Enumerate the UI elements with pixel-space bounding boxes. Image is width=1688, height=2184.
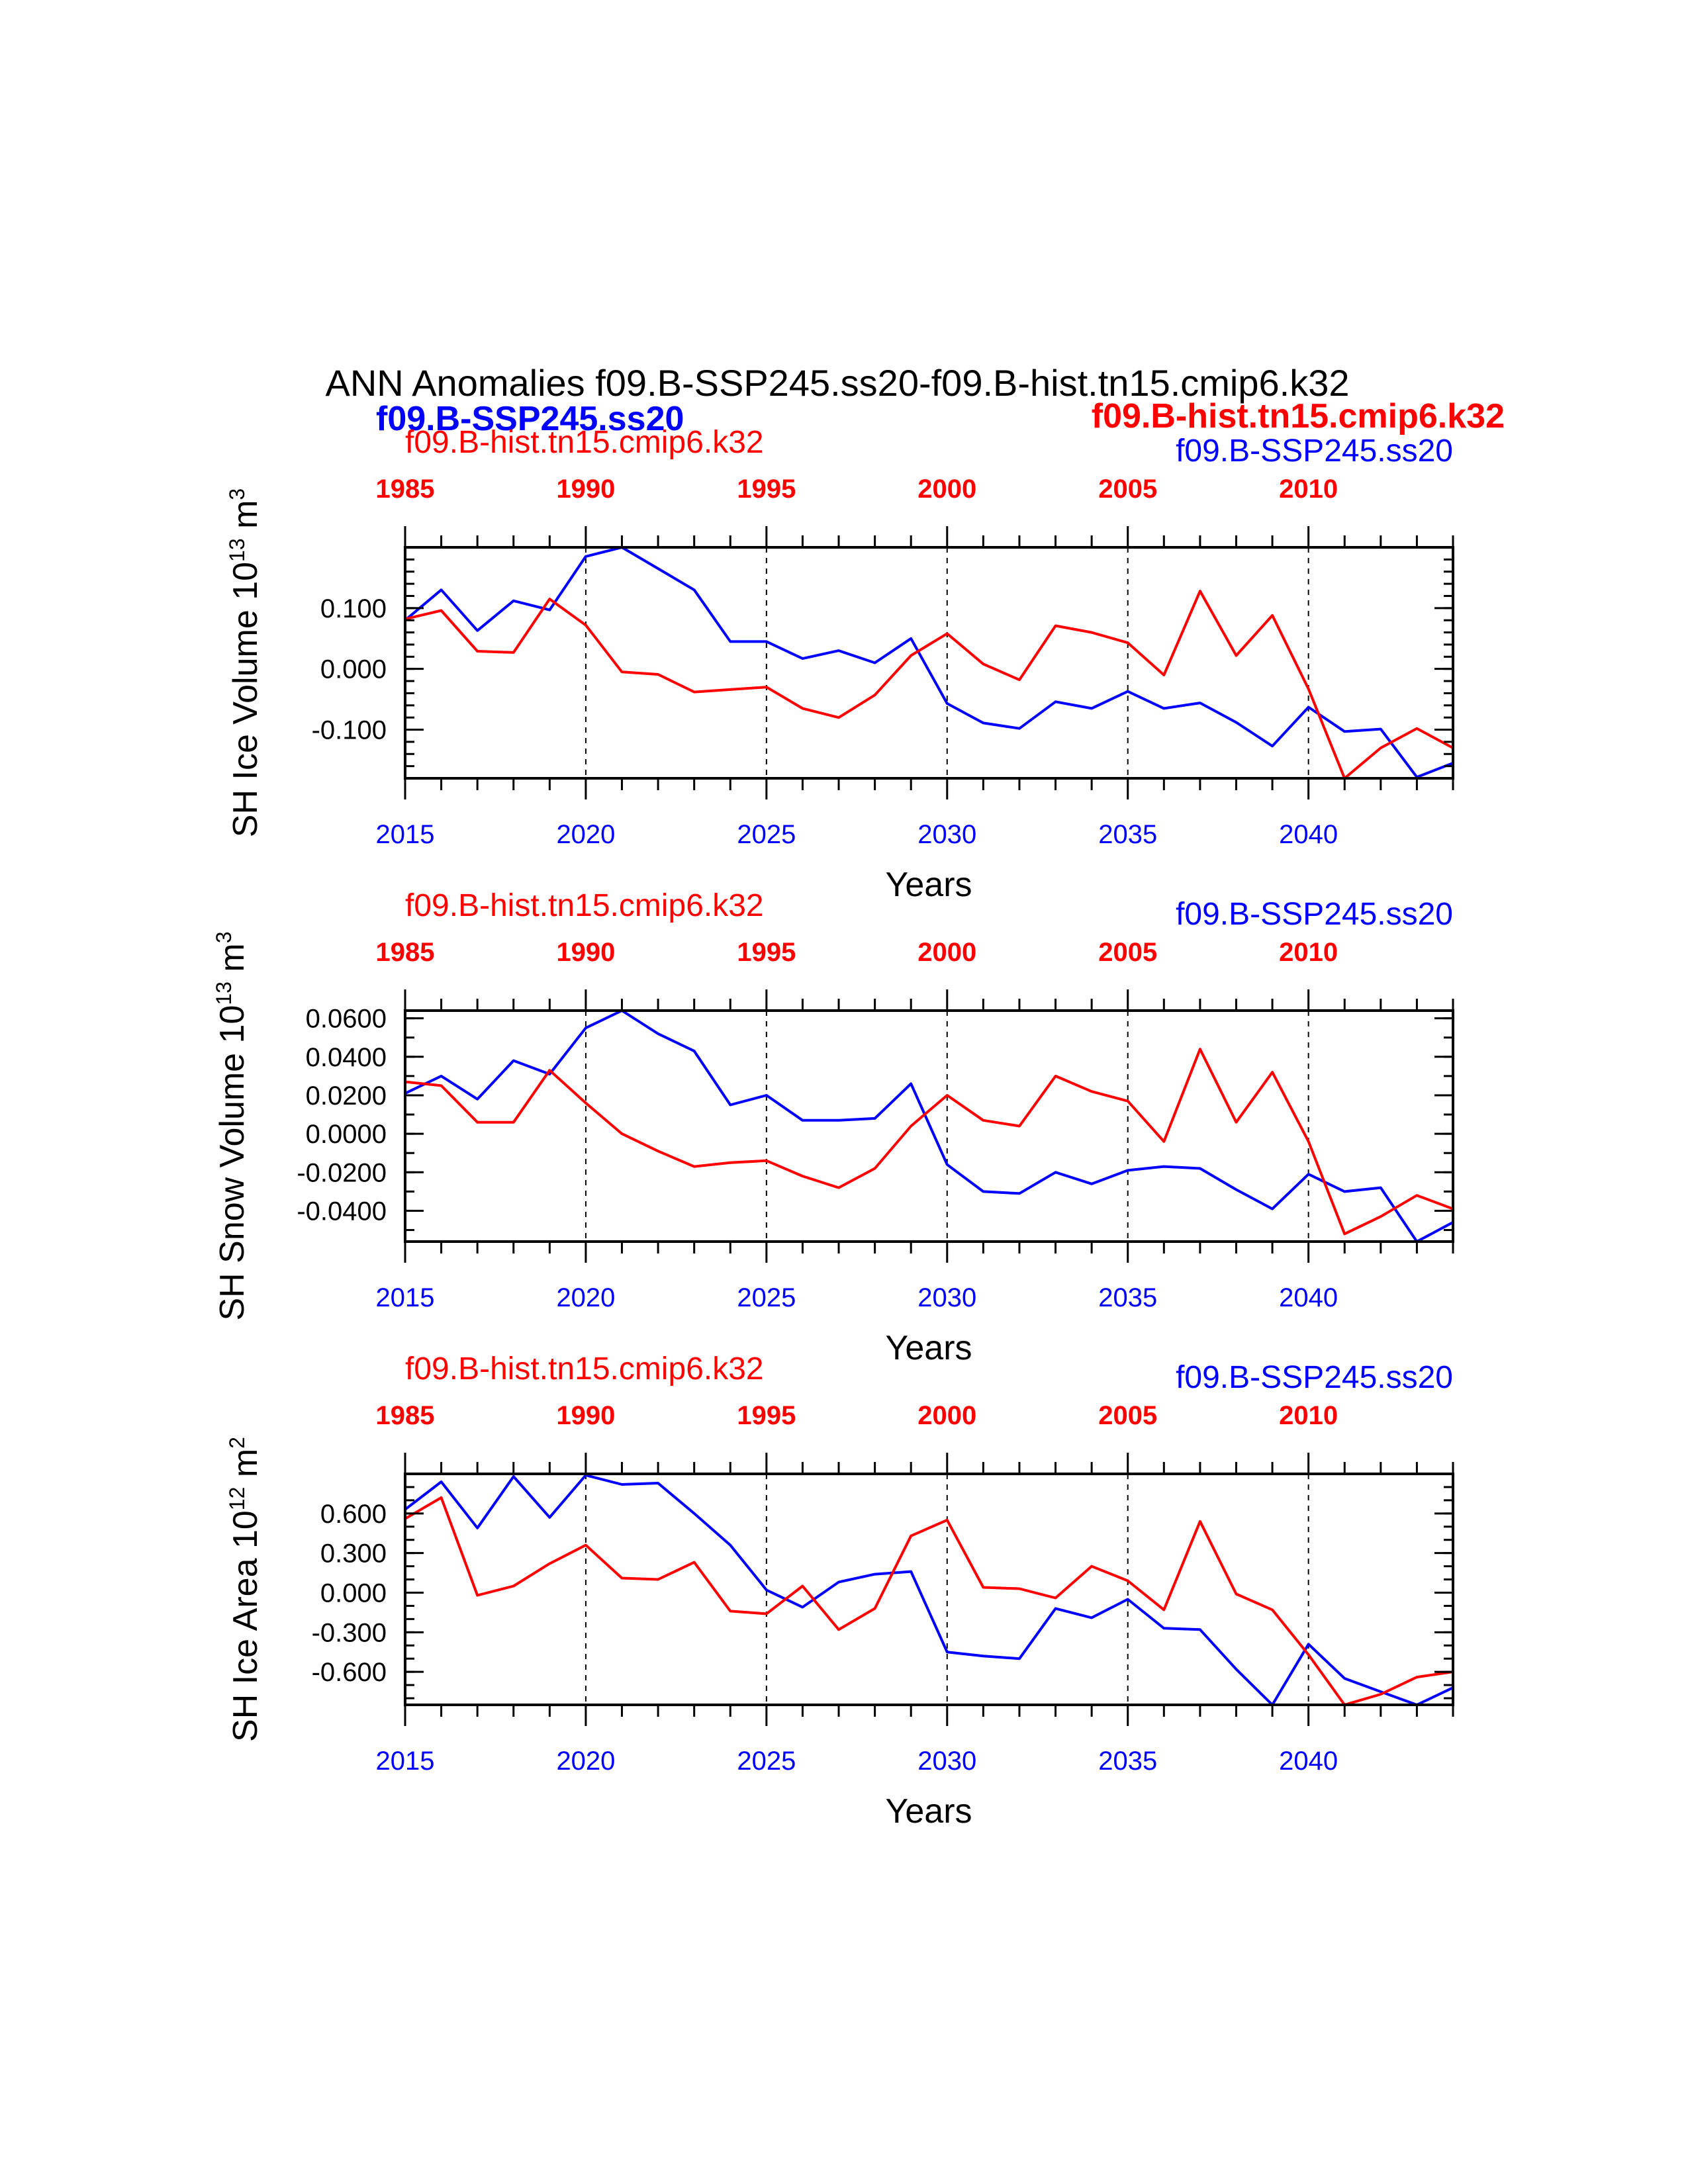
y-tick-label: -0.300 bbox=[312, 1618, 387, 1647]
x-tick-label: 2015 bbox=[376, 1283, 435, 1312]
x-tick-label: 2030 bbox=[917, 820, 976, 849]
y-tick-label: 0.0400 bbox=[306, 1043, 387, 1072]
y-tick-label: 0.600 bbox=[320, 1500, 387, 1529]
x-tick-label: 2015 bbox=[376, 820, 435, 849]
x-tick-label: 2040 bbox=[1279, 1747, 1338, 1776]
y-axis-title-ylabel-main: SH Ice Area 10 bbox=[226, 1510, 265, 1742]
x-tick-label: 2040 bbox=[1279, 1283, 1338, 1312]
series-line-ssp bbox=[404, 1474, 1454, 1706]
top-tick-label: 2005 bbox=[1098, 1401, 1157, 1430]
top-label-hist: f09.B-hist.tn15.cmip6.k32 bbox=[405, 1351, 764, 1387]
x-tick-label: 2035 bbox=[1098, 820, 1157, 849]
plot-frame bbox=[404, 1473, 1454, 1706]
x-tick-label: 2020 bbox=[556, 1283, 615, 1312]
series-line-hist bbox=[404, 1048, 1454, 1236]
chart-panel-1: f09.B-hist.tn15.cmip6.k32 f09.B-SSP245.ss… bbox=[225, 425, 1454, 904]
y-tick-label: 0.0600 bbox=[306, 1005, 387, 1034]
top-label-ssp: f09.B-SSP245.ss20 bbox=[1176, 433, 1453, 469]
top-tick-label: 2005 bbox=[1098, 475, 1157, 504]
series-line-ssp bbox=[404, 546, 1454, 779]
x-axis-title: Years bbox=[885, 1792, 972, 1831]
x-tick-label: 2035 bbox=[1098, 1747, 1157, 1776]
y-tick-label: -0.0200 bbox=[297, 1158, 387, 1187]
top-label-hist: f09.B-hist.tn15.cmip6.k32 bbox=[405, 888, 764, 923]
x-axis-title: Years bbox=[885, 1329, 972, 1367]
y-tick-label: 0.0200 bbox=[306, 1081, 387, 1111]
y-axis-title-ylabel-exp: 13 bbox=[225, 538, 249, 562]
y-tick-label: 0.300 bbox=[320, 1539, 387, 1569]
x-tick-label: 2015 bbox=[376, 1747, 435, 1776]
series-line-hist bbox=[404, 590, 1454, 780]
y-axis-title: SH Snow Volume 1013 m3 bbox=[212, 931, 252, 1320]
top-tick-label: 1990 bbox=[556, 475, 615, 504]
plot-frame bbox=[404, 1009, 1454, 1243]
chart-panel-2: f09.B-hist.tn15.cmip6.k32 f09.B-SSP245.ss… bbox=[212, 888, 1454, 1367]
y-axis-title-ylabel-main: SH Ice Volume 10 bbox=[226, 562, 265, 837]
top-tick-label: 1995 bbox=[737, 938, 796, 967]
y-axis-title-ylabel-exp: 13 bbox=[212, 981, 236, 1005]
top-tick-label: 1990 bbox=[556, 1401, 615, 1430]
chart-panel-3: f09.B-hist.tn15.cmip6.k32 f09.B-SSP245.ss… bbox=[225, 1351, 1454, 1831]
top-tick-label: 2000 bbox=[917, 1401, 976, 1430]
y-tick-label: -0.100 bbox=[312, 716, 387, 745]
x-tick-label: 2025 bbox=[737, 1283, 796, 1312]
y-tick-label: -0.0400 bbox=[297, 1197, 387, 1226]
top-tick-label: 2005 bbox=[1098, 938, 1157, 967]
legend-hist-label: f09.B-hist.tn15.cmip6.k32 bbox=[1092, 397, 1505, 435]
x-tick-label: 2030 bbox=[917, 1283, 976, 1312]
y-axis-title-ylabel-main: SH Snow Volume 10 bbox=[213, 1005, 252, 1321]
top-label-ssp: f09.B-SSP245.ss20 bbox=[1176, 897, 1453, 932]
y-tick-label: 0.0000 bbox=[306, 1120, 387, 1149]
legend-ssp-label: f09.B-SSP245.ss20 bbox=[376, 400, 684, 438]
top-tick-label: 1995 bbox=[737, 475, 796, 504]
series-line-ssp bbox=[404, 1009, 1454, 1243]
plot-frame bbox=[404, 546, 1454, 780]
x-tick-label: 2040 bbox=[1279, 820, 1338, 849]
top-tick-label: 2010 bbox=[1279, 938, 1338, 967]
y-axis-title-ylabel-unit-exp: 3 bbox=[225, 488, 249, 500]
y-tick-label: 0.100 bbox=[320, 594, 387, 623]
x-tick-label: 2025 bbox=[737, 820, 796, 849]
y-axis-title: SH Ice Volume 1013 m3 bbox=[225, 488, 265, 837]
top-label-hist: f09.B-hist.tn15.cmip6.k32 bbox=[405, 425, 764, 460]
y-tick-label: 0.000 bbox=[320, 1578, 387, 1608]
x-tick-label: 2020 bbox=[556, 820, 615, 849]
x-tick-label: 2020 bbox=[556, 1747, 615, 1776]
top-tick-label: 2010 bbox=[1279, 1401, 1338, 1430]
top-tick-label: 2010 bbox=[1279, 475, 1338, 504]
top-tick-label: 1985 bbox=[376, 1401, 435, 1430]
panels-group: f09.B-hist.tn15.cmip6.k32 f09.B-SSP245.ss… bbox=[212, 425, 1454, 1831]
top-tick-label: 1995 bbox=[737, 1401, 796, 1430]
top-tick-label: 2000 bbox=[917, 475, 976, 504]
top-tick-label: 2000 bbox=[917, 938, 976, 967]
y-axis-title-ylabel-unit: m bbox=[226, 500, 265, 539]
y-axis-title-ylabel-unit: m bbox=[226, 1449, 265, 1487]
x-tick-label: 2025 bbox=[737, 1747, 796, 1776]
x-tick-label: 2030 bbox=[917, 1747, 976, 1776]
top-tick-label: 1990 bbox=[556, 938, 615, 967]
y-tick-label: 0.000 bbox=[320, 655, 387, 684]
y-axis-title-ylabel-unit: m bbox=[213, 943, 252, 981]
top-tick-label: 1985 bbox=[376, 938, 435, 967]
figure-title: ANN Anomalies f09.B-SSP245.ss20-f09.B-hi… bbox=[326, 362, 1350, 404]
y-axis-title-ylabel-unit-exp: 3 bbox=[212, 931, 236, 943]
x-tick-label: 2035 bbox=[1098, 1283, 1157, 1312]
series-line-hist bbox=[404, 1496, 1454, 1706]
top-tick-label: 1985 bbox=[376, 475, 435, 504]
x-axis-title: Years bbox=[885, 866, 972, 904]
y-axis-title-ylabel-exp: 12 bbox=[225, 1487, 249, 1511]
y-tick-label: -0.600 bbox=[312, 1658, 387, 1687]
y-axis-title: SH Ice Area 1012 m2 bbox=[225, 1437, 265, 1742]
y-axis-title-ylabel-unit-exp: 2 bbox=[225, 1437, 249, 1449]
top-label-ssp: f09.B-SSP245.ss20 bbox=[1176, 1360, 1453, 1395]
